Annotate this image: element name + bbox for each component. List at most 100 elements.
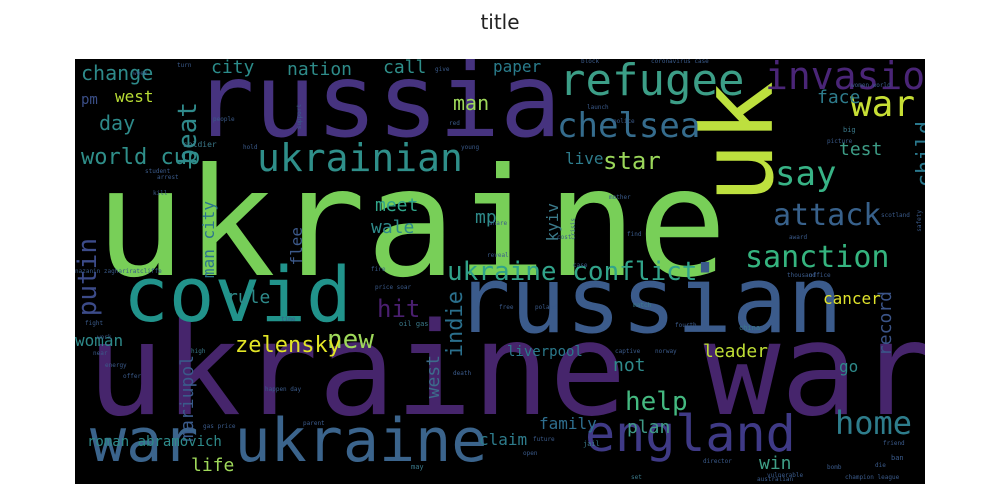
cloud-word: covid	[123, 250, 352, 339]
cloud-word: gas price	[203, 423, 236, 430]
cloud-word: share	[489, 220, 508, 227]
cloud-word: pm	[81, 92, 98, 108]
cloud-word: day	[99, 111, 136, 135]
cloud-word: record	[875, 291, 896, 357]
cloud-word: week	[133, 70, 148, 77]
cloud-word: award	[789, 234, 808, 241]
cloud-word: picture	[827, 138, 853, 145]
cloud-word: star	[603, 147, 661, 175]
cloud-word: indie	[443, 291, 468, 358]
cloud-word: attack	[773, 198, 882, 233]
cloud-word: bomb	[827, 464, 842, 471]
cloud-word: norway	[655, 348, 677, 355]
cloud-word: not	[613, 355, 646, 376]
cloud-word: future	[533, 436, 555, 443]
cloud-word: family	[539, 414, 597, 433]
cloud-word: office	[809, 272, 831, 279]
cloud-word: work	[97, 334, 112, 341]
cloud-word: woman	[75, 331, 124, 350]
cloud-word: plan	[627, 417, 671, 438]
cloud-word: parent	[303, 420, 325, 427]
cloud-word: liverpool	[507, 344, 583, 360]
cloud-word: director	[703, 458, 732, 465]
cloud-word: australian	[757, 476, 794, 483]
cloud-word: student	[145, 168, 171, 175]
cloud-word: invasion	[765, 59, 925, 98]
cloud-word: chelsea	[557, 106, 701, 146]
cloud-word: meet	[375, 195, 419, 216]
cloud-word: coronavirus case	[651, 59, 709, 65]
cloud-word: roman abramovich	[87, 434, 222, 450]
cloud-word: case	[573, 262, 588, 269]
cloud-word: zelensky	[235, 333, 341, 358]
cloud-word: safety	[916, 210, 923, 232]
cloud-word: call	[383, 59, 427, 78]
cloud-word: help	[625, 387, 688, 417]
cloud-word: man city	[199, 201, 218, 279]
cloud-word: ukraine	[95, 137, 728, 311]
cloud-word: go	[839, 357, 859, 376]
cloud-word: jail	[583, 440, 600, 448]
cloud-word: death	[453, 370, 472, 377]
word-cloud-canvas: ukraine ukraine war russia russian covid uk wa…	[75, 59, 925, 484]
cloud-word: thousand	[787, 272, 816, 279]
cloud-word: nazanin zaghariratcliffe	[75, 268, 162, 275]
cloud-word: paper	[493, 59, 542, 76]
cloud-word: soldier	[183, 140, 217, 149]
cloud-word: near	[93, 350, 108, 357]
cloud-word: reveal	[487, 252, 509, 259]
cloud-word: police	[613, 118, 635, 125]
cloud-word: west	[115, 87, 154, 106]
cloud-word: big	[843, 126, 856, 134]
cloud-word: home	[835, 404, 913, 442]
cloud-word: set	[631, 474, 642, 481]
cloud-word: die	[875, 462, 886, 469]
cloud-word: live	[565, 149, 604, 168]
cloud-word: mp	[475, 207, 497, 228]
cloud-word: claim	[479, 430, 528, 449]
cloud-word: wale	[371, 217, 415, 238]
cloud-word: world cup	[81, 145, 201, 170]
cloud-word: face	[817, 87, 861, 108]
cloud-word: west	[423, 355, 444, 399]
cloud-word: life	[191, 455, 235, 476]
cloud-word: nation	[287, 59, 353, 80]
cloud-word: happen day	[265, 386, 302, 393]
cloud-word: leader	[703, 341, 769, 362]
cloud-word: block	[581, 59, 600, 65]
cloud-word: child	[913, 121, 925, 188]
cloud-word: china	[739, 324, 761, 332]
cloud-word: russia	[193, 59, 562, 161]
cloud-word: beat	[173, 102, 203, 165]
cloud-word: people	[213, 116, 235, 123]
cloud-word: hold	[243, 144, 258, 151]
cloud-word: vulnerable	[767, 472, 804, 479]
cloud-word: may	[411, 463, 424, 471]
cloud-word: hit	[377, 295, 421, 323]
cloud-word: mother	[609, 194, 631, 201]
cloud-word: fight	[85, 320, 104, 327]
cloud-word: offer	[123, 373, 142, 380]
cloud-word: say	[775, 154, 837, 194]
chart-title: title	[480, 10, 520, 34]
cloud-word: change	[81, 61, 154, 85]
cloud-word: kill	[153, 190, 168, 197]
cloud-word: oil gas	[399, 320, 429, 328]
cloud-word: sanction	[745, 240, 890, 275]
cloud-word: cost	[557, 234, 572, 241]
cloud-word: poland	[535, 304, 557, 311]
cloud-word: open	[523, 450, 538, 457]
cloud-word: fire	[371, 266, 386, 273]
cloud-word: support	[296, 104, 303, 130]
cloud-word: ban	[891, 454, 904, 462]
cloud-word: turn	[177, 62, 192, 69]
cloud-word: match	[633, 302, 652, 309]
cloud-word: war	[850, 84, 916, 125]
cloud-word: city	[211, 59, 255, 78]
cloud-word: crisis	[570, 218, 577, 240]
cloud-word: rule	[227, 287, 271, 308]
cloud-word: arrest	[157, 174, 179, 181]
cloud-word: launch	[587, 104, 609, 111]
cloud-word: ukraine war	[87, 296, 925, 445]
cloud-word: refugee	[559, 59, 745, 106]
